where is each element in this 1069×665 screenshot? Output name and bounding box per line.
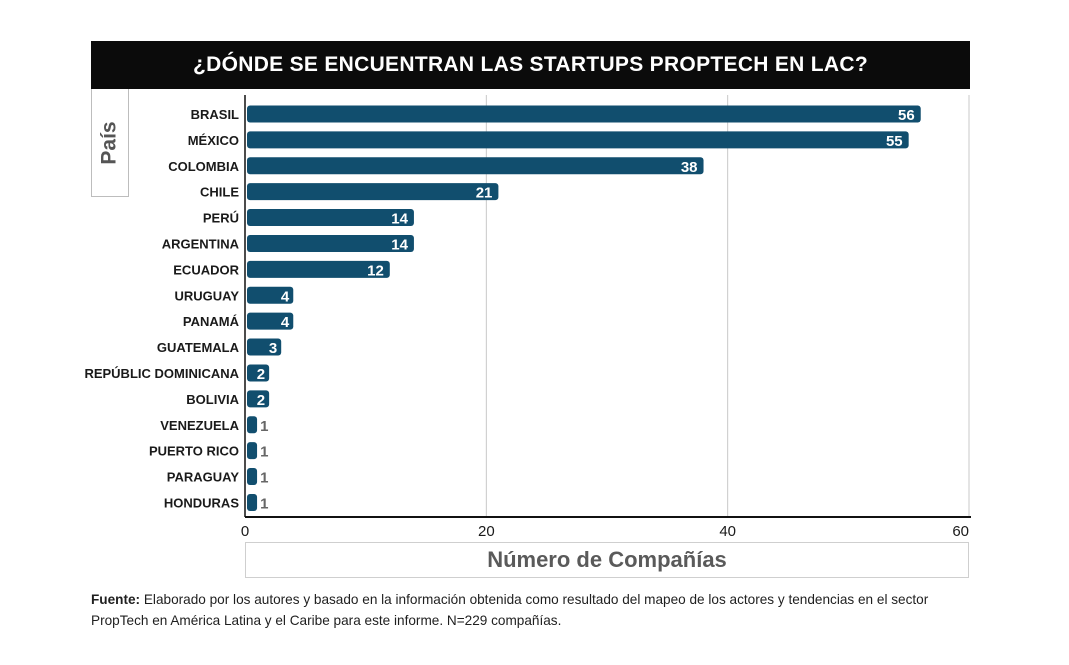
- value-label: 55: [886, 133, 903, 150]
- category-label: GUATEMALA: [157, 340, 240, 355]
- category-label: MÉXICO: [188, 133, 239, 148]
- bar-colombia: [247, 157, 704, 175]
- category-label: VENEZUELA: [160, 418, 239, 433]
- category-label: URUGUAY: [174, 288, 239, 303]
- value-label: 1: [260, 495, 268, 512]
- category-label: PUERTO RICO: [149, 444, 239, 459]
- value-label: 2: [257, 366, 265, 383]
- category-label: COLOMBIA: [168, 159, 239, 174]
- x-tick-label: 20: [478, 523, 495, 540]
- value-label: 1: [260, 418, 268, 435]
- category-label: REPÚBLIC DOMINICANA: [84, 366, 239, 381]
- bar-chile: [247, 183, 499, 201]
- bar-argentina: [247, 234, 414, 252]
- value-label: 1: [260, 444, 268, 461]
- bar-guatemala: [247, 338, 282, 356]
- bar-paraguay: [247, 468, 258, 486]
- source-text: Elaborado por los autores y basado en la…: [91, 592, 929, 628]
- bar-perú: [247, 209, 414, 227]
- bar-brasil: [247, 105, 921, 123]
- bar-repúblic dominicana: [247, 364, 270, 382]
- category-label: PARAGUAY: [167, 470, 240, 485]
- value-label: 3: [269, 340, 277, 357]
- value-label: 14: [391, 211, 408, 228]
- bar-venezuela: [247, 416, 258, 434]
- category-label: PANAMÁ: [183, 314, 240, 329]
- bar-panamá: [247, 312, 294, 330]
- value-label: 21: [476, 185, 493, 202]
- value-label: 12: [367, 262, 384, 279]
- value-label: 1: [260, 470, 268, 487]
- value-label: 4: [281, 288, 290, 305]
- category-label: BOLIVIA: [186, 392, 239, 407]
- bar-ecuador: [247, 260, 390, 278]
- category-label: ECUADOR: [173, 262, 239, 277]
- x-axis-label: Número de Compañías: [245, 542, 969, 578]
- source-label: Fuente:: [91, 592, 141, 607]
- bar-puerto rico: [247, 442, 258, 460]
- value-label: 14: [391, 236, 408, 253]
- category-label: PERÚ: [203, 211, 239, 226]
- category-label: CHILE: [200, 185, 239, 200]
- x-tick-label: 60: [952, 523, 969, 540]
- chart-title: ¿DÓNDE SE ENCUENTRAN LAS STARTUPS PROPTE…: [91, 41, 970, 89]
- category-label: ARGENTINA: [162, 236, 240, 251]
- source-note: Fuente: Elaborado por los autores y basa…: [91, 589, 971, 631]
- category-label: BRASIL: [191, 107, 239, 122]
- x-tick-label: 0: [241, 523, 249, 540]
- category-label: HONDURAS: [164, 495, 239, 510]
- value-label: 38: [681, 159, 698, 176]
- x-tick-label: 40: [719, 523, 736, 540]
- y-axis-label-box: País: [91, 89, 129, 197]
- value-label: 2: [257, 392, 265, 409]
- bar-uruguay: [247, 286, 294, 304]
- bar-honduras: [247, 493, 258, 511]
- value-label: 4: [281, 314, 290, 331]
- value-label: 56: [898, 107, 915, 124]
- bar-bolivia: [247, 390, 270, 408]
- bar-méxico: [247, 131, 909, 149]
